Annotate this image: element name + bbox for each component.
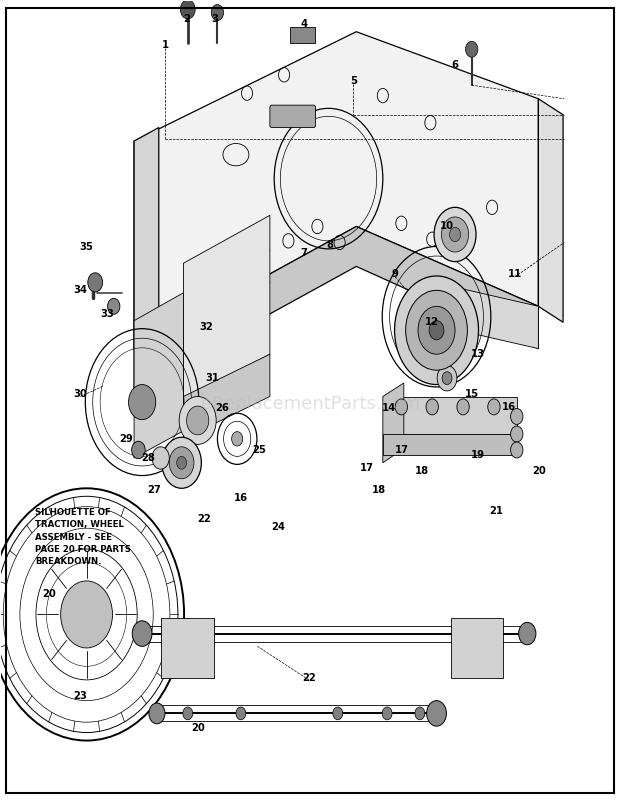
Circle shape [187,406,209,435]
Polygon shape [451,618,503,678]
Text: 20: 20 [43,589,56,598]
Text: 11: 11 [508,269,522,280]
Text: 18: 18 [415,465,430,476]
Text: 5: 5 [350,76,356,87]
Text: 27: 27 [148,485,161,495]
Circle shape [434,207,476,262]
Circle shape [442,372,452,384]
Circle shape [131,441,145,459]
Text: 16: 16 [234,493,248,503]
Text: eReplacementParts.com: eReplacementParts.com [200,396,420,413]
Circle shape [511,442,523,458]
Text: 29: 29 [119,434,133,444]
Polygon shape [383,383,404,463]
Circle shape [395,399,407,415]
Circle shape [405,290,467,370]
Text: 28: 28 [141,453,155,463]
Circle shape [382,707,392,720]
Text: 17: 17 [394,445,409,455]
Text: 35: 35 [79,242,94,252]
Text: SILHOUETTE OF
TRACTION, WHEEL
ASSEMBLY - SEE
PAGE 20 FOR PARTS
BREAKDOWN.: SILHOUETTE OF TRACTION, WHEEL ASSEMBLY -… [35,509,131,566]
Circle shape [183,707,193,720]
Circle shape [211,5,224,21]
Text: 18: 18 [372,485,386,495]
Circle shape [128,384,156,420]
Circle shape [426,399,438,415]
Polygon shape [184,215,270,402]
Polygon shape [445,285,538,348]
Text: 13: 13 [471,349,485,359]
Text: 8: 8 [326,239,334,250]
Text: 10: 10 [440,222,454,231]
Text: 15: 15 [464,389,479,399]
Circle shape [179,396,216,445]
Text: 14: 14 [382,404,396,413]
Text: 19: 19 [471,450,485,460]
Polygon shape [538,99,563,322]
Circle shape [429,320,444,340]
Text: 26: 26 [215,404,229,413]
Circle shape [511,409,523,425]
Circle shape [132,621,152,646]
Text: 9: 9 [392,269,399,280]
Circle shape [394,276,479,384]
Circle shape [518,622,536,645]
Polygon shape [383,434,516,455]
Circle shape [427,701,446,727]
Text: 25: 25 [252,445,267,455]
Polygon shape [161,618,215,678]
Text: 31: 31 [205,373,219,383]
Circle shape [88,273,103,292]
Text: 30: 30 [74,389,87,399]
Circle shape [152,447,169,469]
Polygon shape [134,292,184,458]
Circle shape [232,432,242,446]
Circle shape [457,399,469,415]
Circle shape [437,365,457,391]
Text: 20: 20 [533,465,546,476]
Text: 1: 1 [161,40,169,50]
Polygon shape [134,32,538,348]
Polygon shape [184,354,270,439]
Text: 2: 2 [183,14,190,24]
Text: 20: 20 [191,723,205,733]
Circle shape [333,707,343,720]
Circle shape [418,306,455,354]
Polygon shape [383,396,516,434]
Text: 22: 22 [302,674,316,683]
Text: 23: 23 [74,690,87,701]
Text: 3: 3 [211,14,218,24]
Circle shape [450,227,461,242]
Text: 12: 12 [425,317,439,328]
Text: 17: 17 [360,463,374,473]
Text: 33: 33 [100,309,115,320]
Circle shape [441,217,469,252]
Text: 7: 7 [301,248,308,258]
Circle shape [169,447,194,479]
Circle shape [511,426,523,442]
Circle shape [162,437,202,489]
Text: 32: 32 [200,322,213,332]
Text: 4: 4 [300,18,308,29]
Text: 22: 22 [197,513,211,524]
Text: 16: 16 [502,402,516,412]
Text: 34: 34 [73,285,87,296]
Text: 21: 21 [489,505,503,516]
Circle shape [236,707,246,720]
Circle shape [149,703,165,724]
Circle shape [107,298,120,314]
FancyBboxPatch shape [270,105,316,127]
Circle shape [466,42,478,57]
Circle shape [488,399,500,415]
Text: 24: 24 [271,521,285,532]
Text: 6: 6 [451,60,459,70]
Polygon shape [134,127,159,348]
Circle shape [180,0,195,19]
Circle shape [415,707,425,720]
Polygon shape [134,227,538,388]
Circle shape [61,581,112,648]
Circle shape [177,457,187,469]
Polygon shape [290,27,315,43]
